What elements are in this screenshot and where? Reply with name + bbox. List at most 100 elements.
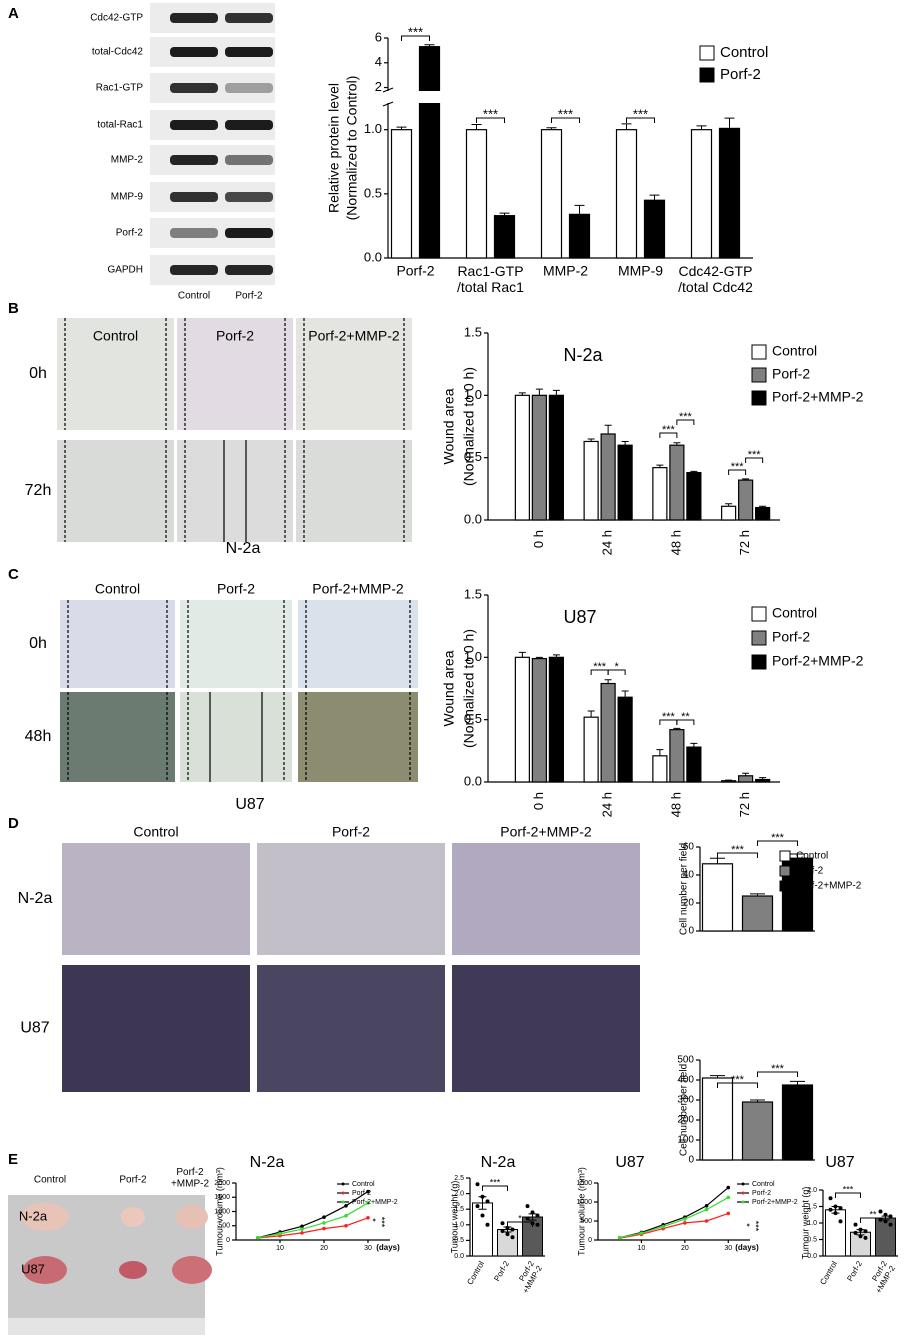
y-tick-label: 2.0 <box>807 1187 817 1194</box>
significance-bracket <box>757 840 798 846</box>
bar <box>617 696 633 783</box>
micrograph <box>298 600 418 688</box>
bar <box>568 213 591 259</box>
y-axis-label: Tumour weight (g) <box>800 1187 810 1260</box>
significance-label: *** <box>662 711 676 723</box>
bar <box>669 444 685 521</box>
micrograph <box>177 318 293 430</box>
bar <box>652 467 668 521</box>
y-tick-label: 1.5 <box>807 1203 817 1210</box>
y-tick-label: 2.5 <box>454 1175 464 1182</box>
data-point <box>863 1235 868 1240</box>
data-point <box>888 1222 893 1227</box>
legend-label: Porf-2 <box>752 1190 771 1197</box>
line-point <box>278 1231 282 1236</box>
y-tick-label: 1.5 <box>464 586 482 601</box>
blot-label: Rac1-GTP <box>96 83 144 94</box>
caption: N-2a <box>226 540 261 557</box>
legend-label: Porf-2+MMP-2 <box>772 653 864 669</box>
micrograph <box>296 440 412 542</box>
bar <box>875 1217 896 1257</box>
legend-label: Porf-2 <box>352 1190 371 1197</box>
row-label: U87 <box>20 1020 49 1037</box>
bar <box>781 1084 814 1161</box>
bar <box>718 127 741 259</box>
column-label: Control <box>93 328 138 344</box>
data-point <box>853 1230 858 1235</box>
y-tick-label: 500 <box>677 1055 694 1066</box>
y-tick-label: 1.5 <box>464 324 482 339</box>
bar <box>514 394 530 521</box>
blot-band <box>170 13 218 23</box>
significance-label: *** <box>490 1177 501 1187</box>
y-tick-label: 1.0 <box>454 1222 464 1229</box>
y-tick-label: 1.0 <box>364 121 382 136</box>
error-bar <box>710 1075 725 1078</box>
significance-bracket <box>717 852 758 858</box>
line-point <box>704 1219 709 1223</box>
x-tick-label: Rac1-GTP/total Rac1 <box>457 263 524 295</box>
bar <box>643 199 666 259</box>
data-point <box>853 1222 858 1227</box>
blot-label: total-Rac1 <box>97 120 143 131</box>
data-point <box>535 1213 540 1218</box>
legend-marker <box>741 1200 745 1204</box>
blot-band <box>170 265 218 275</box>
y-tick-label: 0 <box>688 926 694 937</box>
bar <box>615 129 638 259</box>
error-bar <box>604 679 612 684</box>
blot-band <box>225 228 273 238</box>
line-point <box>322 1215 326 1219</box>
bar <box>583 716 599 783</box>
column-label: Porf-2 <box>216 328 254 344</box>
significance-bracket <box>476 117 505 123</box>
error-bar <box>724 117 735 129</box>
data-point <box>828 1207 833 1212</box>
column-label: Porf-2+MMP-2 <box>308 328 400 344</box>
y-tick-label: 1.0 <box>807 1220 817 1227</box>
error-bar <box>750 893 765 896</box>
error-bar <box>621 440 629 446</box>
error-bar <box>725 779 733 781</box>
legend-swatch <box>779 865 791 877</box>
x-tick-label: Control <box>465 1259 486 1286</box>
y-tick-label: 0 <box>688 1155 694 1166</box>
bar <box>669 729 685 783</box>
caption: U87 <box>235 796 264 813</box>
line-point <box>726 1185 731 1190</box>
y-tick-label: 0.0 <box>807 1253 817 1260</box>
data-point <box>500 1229 505 1234</box>
micrograph <box>62 843 250 955</box>
chart-title: U87 <box>615 1154 644 1171</box>
error-bar <box>673 727 681 730</box>
micrograph <box>452 965 640 1092</box>
y-tick-label: 0.0 <box>364 249 382 264</box>
error-bar <box>725 503 733 507</box>
x-tick-label: 30 <box>724 1245 732 1252</box>
blot-band <box>225 120 273 130</box>
blot-label: total-Cdc42 <box>92 47 144 58</box>
micrograph <box>180 600 292 688</box>
tumour <box>121 1207 145 1227</box>
x-axis-label: (days) <box>376 1243 400 1252</box>
bar <box>617 444 633 521</box>
y-axis-label: Relative protein level <box>326 83 342 213</box>
blot-band <box>170 192 218 202</box>
micrograph <box>452 843 640 955</box>
significance-label: *** <box>748 449 762 461</box>
error-bar <box>621 690 629 698</box>
significance-bracket <box>551 117 580 123</box>
line-point <box>366 1215 370 1220</box>
bar <box>755 506 771 521</box>
error-bar <box>587 710 595 718</box>
line-point <box>726 1195 731 1200</box>
y-axis-label: Wound area <box>441 388 457 464</box>
x-tick-label: 24 h <box>600 792 615 817</box>
legend-marker <box>341 1191 345 1195</box>
line-point <box>726 1211 731 1216</box>
y-tick-label: 0.0 <box>464 773 482 788</box>
column-label: Porf-2 <box>217 581 255 597</box>
error-bar <box>742 772 750 776</box>
x-tick-label: 10 <box>638 1245 646 1252</box>
bar <box>825 1209 846 1257</box>
